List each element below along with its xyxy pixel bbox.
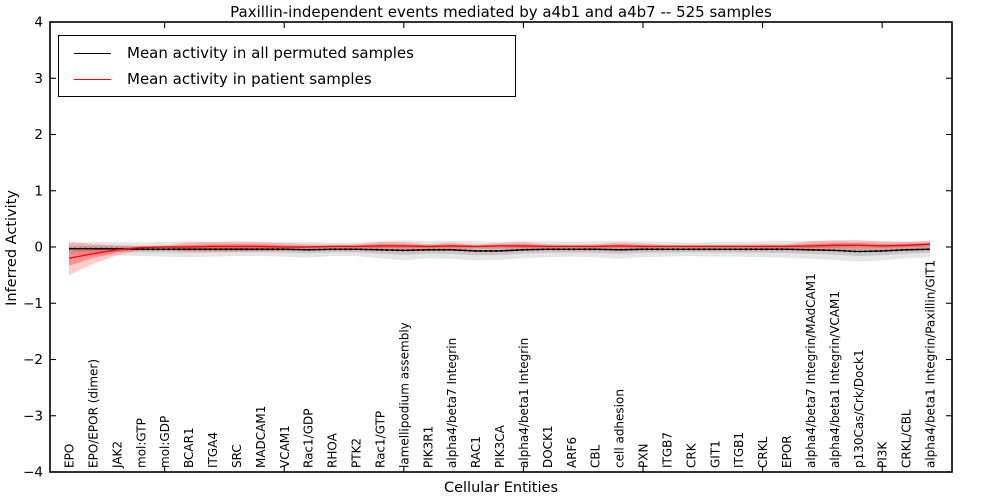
x-tick-label: mol:GDP [158,416,172,468]
x-tick-label: EPOR [780,435,794,468]
x-tick-label: cell adhesion [613,389,627,468]
y-tick-label: 2 [34,127,43,143]
x-tick-label: PIK3CA [493,424,507,468]
x-tick-label: ARF6 [565,437,579,468]
x-tick-label: PTK2 [350,438,364,468]
x-tick-label: ITGA4 [206,432,220,468]
chart-title: Paxillin-independent events mediated by … [230,3,772,21]
x-tick-label: alpha4/beta7 Integrin [445,338,459,468]
x-tick-label: alpha4/beta1 Integrin/Paxillin/GIT1 [924,260,938,468]
x-tick-label: RAC1 [469,436,483,468]
y-tick-label: 1 [34,183,43,199]
x-tick-label: MADCAM1 [254,406,268,468]
legend-label-permuted: Mean activity in all permuted samples [127,44,414,62]
x-tick-label: GIT1 [708,440,722,468]
legend: Mean activity in all permuted samples Me… [58,35,516,97]
x-tick-label: mol:GTP [134,418,148,468]
x-tick-label: PI3K [876,441,890,468]
x-tick-label: alpha4/beta7 Integrin/MAdCAM1 [804,273,818,468]
x-tick-label: alpha4/beta1 Integrin/VCAM1 [828,291,842,468]
x-tick-label: CRKL [756,436,770,468]
y-tick-label: 3 [34,71,43,87]
x-tick-label: JAK2 [110,441,124,469]
x-tick-label: SRC [230,444,244,468]
x-tick-label: BCAR1 [182,427,196,468]
x-tick-label: DOCK1 [541,425,555,468]
legend-line-sample-patient [74,78,111,80]
x-tick-label: CRKL/CBL [900,409,914,468]
y-tick-label: 4 [34,15,43,31]
x-tick-label: Rac1/GTP [373,411,387,468]
legend-line-sample-permuted [74,52,111,54]
x-tick-label: RHOA [326,432,340,468]
x-tick-label: EPO/EPOR (dimer) [86,359,100,468]
y-tick-label: −4 [23,465,43,481]
x-tick-label: VCAM1 [278,425,292,468]
x-tick-label: Rac1/GDP [302,409,316,468]
legend-label-patient: Mean activity in patient samples [127,70,372,88]
x-tick-label: alpha4/beta1 Integrin [517,338,531,468]
x-tick-label: ITGB7 [660,432,674,468]
x-tick-label: CRK [684,442,698,468]
y-tick-label: 0 [34,240,43,256]
series-line-patient [68,243,931,259]
x-tick-label: CBL [589,444,603,468]
legend-entry-patient: Mean activity in patient samples [74,70,509,88]
y-tick-label: −3 [23,408,43,424]
y-axis-label: Inferred Activity [4,190,20,306]
y-tick-label: −1 [23,296,43,312]
series-line-permuted-dotted-overlay [69,247,931,253]
x-tick-label: PXN [637,444,651,468]
x-tick-label: p130Cas/Crk/Dock1 [852,349,866,468]
y-tick-label: −2 [23,352,43,368]
confidence-band-inner-patient [69,242,930,266]
x-tick-label: EPO [63,444,77,468]
x-tick-label: ITGB1 [732,432,746,468]
x-tick-label: lamellipodium assembly [397,322,411,468]
x-axis-label: Cellular Entities [443,480,559,496]
legend-entry-permuted: Mean activity in all permuted samples [74,44,509,62]
x-tick-label: PIK3R1 [421,426,435,468]
